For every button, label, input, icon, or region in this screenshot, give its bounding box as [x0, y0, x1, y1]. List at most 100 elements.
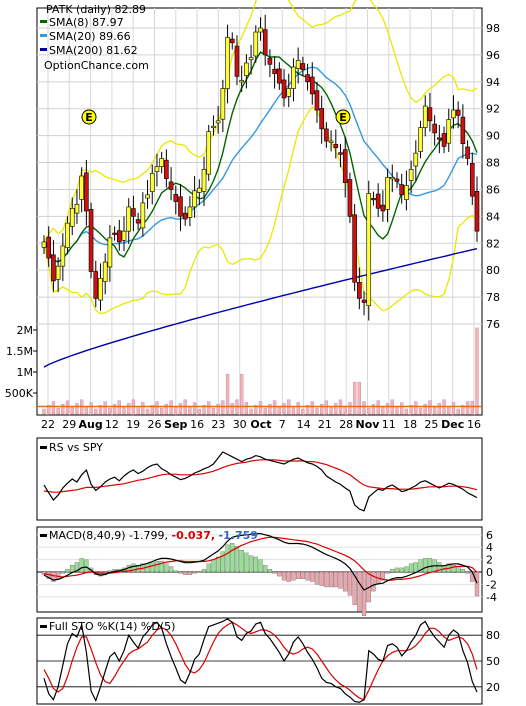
price-tick-label: 78	[486, 291, 500, 304]
macd-histogram-bar	[328, 571, 334, 588]
candle-body	[98, 277, 103, 301]
volume-bar	[310, 401, 314, 415]
macd-histogram-bar	[187, 571, 193, 575]
macd-main-value: MACD(8,40,9) -1.799,	[49, 529, 168, 542]
candle-body	[131, 208, 136, 217]
sma200-line	[43, 248, 478, 368]
macd-histogram-bar	[390, 569, 395, 573]
candle-body	[324, 128, 329, 142]
date-tick-label: 14	[297, 418, 311, 431]
macd-histogram-bar	[239, 550, 244, 573]
date-tick-label: 25	[424, 418, 438, 431]
volume-bar	[240, 373, 244, 415]
candle-body	[258, 27, 263, 33]
volume-bar	[367, 407, 371, 415]
candle-body	[281, 79, 287, 99]
legend-swatch-sma20	[40, 34, 47, 37]
rs-lines	[43, 451, 478, 512]
date-tick-label: 16	[467, 418, 481, 431]
volume-bar	[225, 373, 230, 415]
candle-body	[121, 230, 127, 241]
candle-body	[446, 119, 452, 144]
candle-body	[305, 74, 310, 83]
sto-swatch	[40, 625, 47, 628]
volume-bar	[437, 403, 441, 415]
bollinger-lower	[43, 105, 478, 315]
macd-histogram-bar	[168, 566, 174, 573]
date-tick-label: Nov	[356, 418, 381, 431]
volume-bar	[75, 403, 79, 415]
macd-histogram-bar	[394, 567, 400, 573]
volume-bar	[51, 401, 56, 415]
candle-body	[342, 149, 348, 184]
rs-swatch	[40, 446, 47, 449]
candle-body	[460, 116, 466, 145]
price-tick-label: 90	[486, 130, 500, 143]
candle-body	[432, 123, 437, 134]
date-tick-label: 12	[105, 418, 119, 431]
candle-body	[93, 271, 99, 299]
candle-body	[418, 127, 423, 152]
volume-tick-label: 1M	[17, 366, 34, 379]
macd-histogram-bar	[230, 543, 235, 573]
volume-bar	[188, 406, 192, 415]
candle-body	[253, 31, 259, 57]
sto-lines: 80 50 20	[37, 618, 500, 703]
candle-body	[149, 173, 155, 192]
volume-bar	[89, 402, 93, 415]
rs-label: RS vs SPY	[49, 441, 103, 454]
macd-histogram-bar	[347, 571, 353, 596]
volume-bar	[258, 401, 263, 415]
candle-body	[361, 299, 367, 303]
date-tick-label: 28	[339, 418, 353, 431]
macd-histogram-bar	[427, 558, 433, 573]
candle-body	[437, 137, 442, 140]
rs-panel	[36, 437, 483, 521]
candle-body	[404, 185, 409, 200]
volume-bar	[400, 402, 404, 415]
volume-bar	[395, 406, 399, 415]
volume-axis: 2M 1.5M 1M 500K	[5, 324, 37, 400]
macd-histogram-bar	[258, 559, 263, 573]
date-tick-label: 29	[62, 418, 76, 431]
macd-histogram-bar	[460, 569, 466, 573]
legend-sma200: SMA(200) 81.62	[49, 44, 138, 57]
candle-body	[102, 261, 108, 282]
macd-histogram-bar	[291, 571, 296, 581]
volume-bar	[84, 406, 89, 415]
date-tick-label: 21	[318, 418, 332, 431]
candle-body	[451, 109, 456, 119]
volume-bar	[432, 406, 437, 415]
candle-body	[51, 254, 56, 282]
price-tick-label: 76	[486, 318, 500, 331]
volume-bar	[207, 401, 211, 415]
candle-body	[262, 29, 268, 56]
volume-bar	[221, 400, 225, 415]
macd-label: MACD(8,40,9) -1.799, -0.037, -1.759	[49, 529, 258, 542]
volume-bar	[155, 401, 159, 415]
macd-histogram-bar	[201, 569, 207, 573]
date-tick-label: 16	[190, 418, 204, 431]
candle-body	[441, 133, 447, 147]
candle-body	[173, 193, 179, 202]
volume-bar	[244, 402, 249, 415]
volume-bar	[305, 405, 310, 415]
candle-body	[385, 177, 390, 210]
macd-histogram-bar	[267, 569, 273, 573]
volume-tick-label: 1.5M	[6, 345, 33, 358]
candle-body	[46, 236, 52, 259]
volume-bar	[352, 381, 357, 415]
candle-body	[159, 158, 164, 167]
volume-bar	[211, 407, 216, 415]
macd-histogram-bar	[408, 563, 414, 573]
macd-signal-line	[43, 536, 478, 581]
volume-bar	[423, 404, 427, 415]
volume-bar	[404, 408, 409, 415]
date-tick-label: Sep	[164, 418, 187, 431]
candle-body	[366, 193, 372, 307]
candle-body	[79, 175, 84, 200]
macd-histogram-bar	[385, 571, 390, 574]
volume-bar	[381, 406, 385, 415]
macd-histogram-bar	[263, 565, 268, 573]
candle-body	[220, 88, 226, 120]
